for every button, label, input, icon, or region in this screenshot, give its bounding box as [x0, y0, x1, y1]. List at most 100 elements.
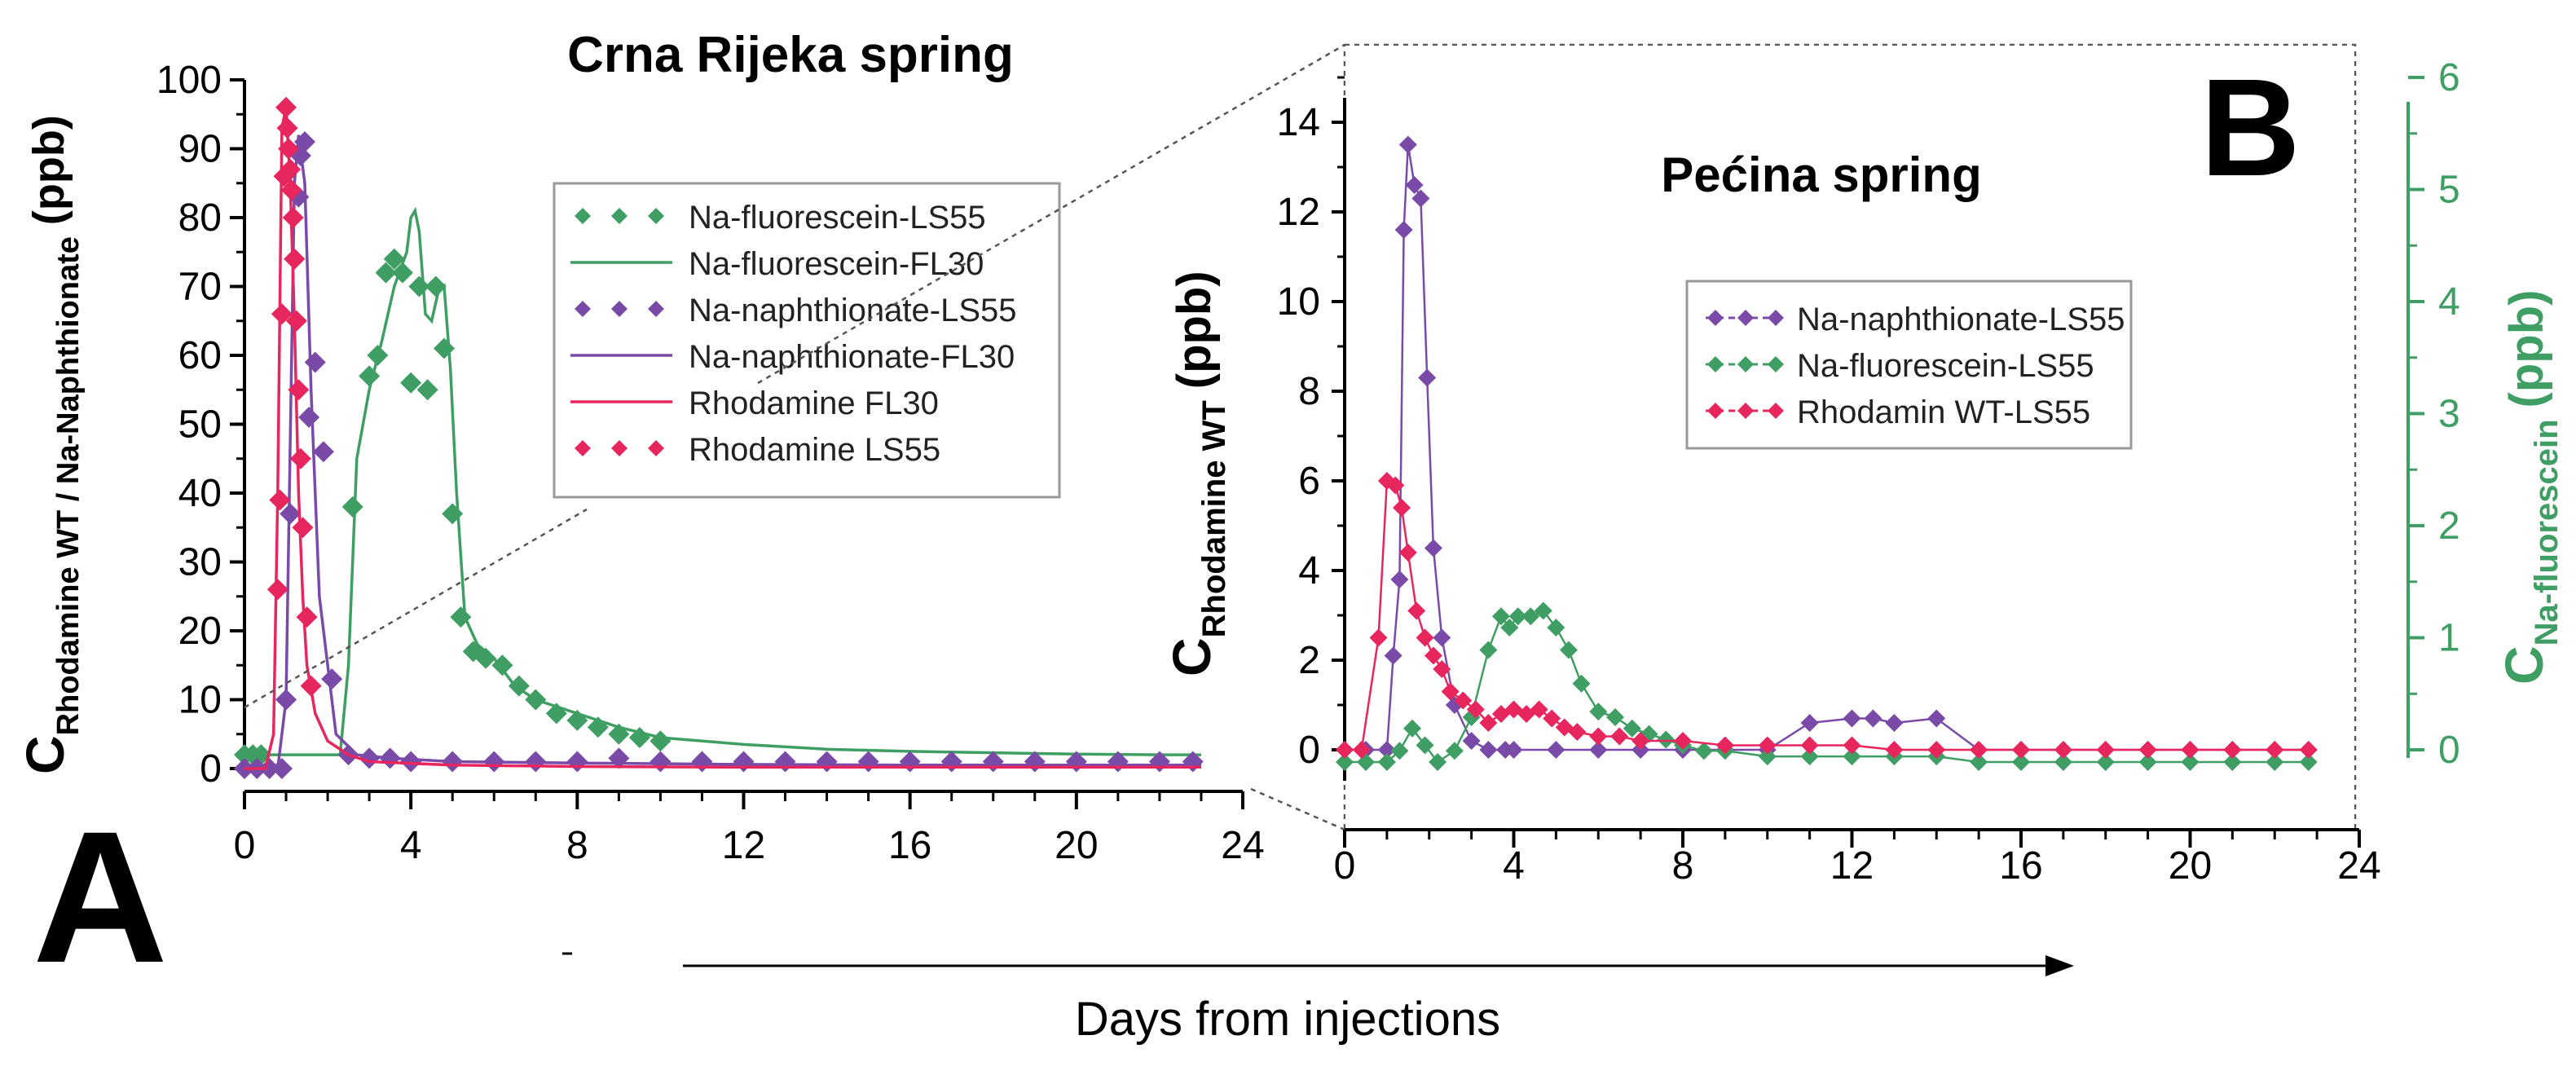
panel-a-point-rhodamine-ls55: [284, 248, 306, 270]
time-arrow-head: [2045, 955, 2074, 976]
panel-a-point-na-naphthionate-ls55: [566, 751, 588, 773]
panel-a-point-na-naphthionate-ls55: [608, 747, 630, 769]
panel-b-legend-marker: [1768, 403, 1784, 419]
panel-a-point-rhodamine-ls55: [288, 379, 310, 401]
panel-a-point-rhodamine-ls55: [292, 517, 314, 539]
panel-b-point-na-fluorescein-ls55: [1800, 747, 1819, 766]
panel-a-point-rhodamine-ls55: [266, 579, 288, 601]
panel-b-point-na-fluorescein-ls55: [1521, 607, 1540, 626]
panel-b-legend-label: Na-fluorescein-LS55: [1797, 348, 2094, 384]
panel-b-point-na-naphthionate-ls55: [1462, 732, 1481, 750]
panel-a-legend-label: Na-naphthionate-FL30: [689, 339, 1015, 375]
panel-a-letter: A: [33, 792, 168, 1002]
panel-a-legend-label: Na-naphthionate-LS55: [689, 293, 1017, 328]
panel-a-point-na-naphthionate-ls55: [359, 747, 381, 769]
panel-a-point-na-naphthionate-ls55: [304, 351, 326, 373]
panel-b-legend-marker: [1737, 356, 1754, 372]
panel-b-ylabel-right: CNa-fluorescein (ppb): [2494, 290, 2565, 685]
panel-a-y-tick-label: 90: [178, 128, 222, 171]
panel-b-right-tick-label: 2: [2438, 504, 2460, 548]
panel-b-ylabel-right-sub: Na-fluorescein: [2529, 419, 2565, 645]
panel-b-point-rhodamin-wt-ls55: [2266, 741, 2284, 759]
panel-a-point-rhodamine-ls55: [282, 207, 304, 228]
panel-a-title: Crna Rijeka spring: [567, 27, 1014, 83]
panel-b-point-rhodamin-wt-ls55: [1543, 709, 1561, 728]
panel-b-point-rhodamin-wt-ls55: [1407, 601, 1426, 620]
panel-a-point-na-naphthionate-ls55: [312, 441, 334, 463]
panel-b-point-na-fluorescein-ls55: [1403, 719, 1421, 738]
panel-a-legend: Na-fluorescein-LS55 Na-fluorescein-FL30 Na…: [553, 182, 1061, 499]
panel-b-point-rhodamin-wt-ls55: [1885, 741, 1904, 759]
panel-b-point-na-fluorescein-ls55: [1758, 747, 1777, 766]
panel-b-point-na-fluorescein-ls55: [2266, 753, 2284, 771]
panel-b-ylabel: CRhodamine WT (ppb): [1161, 271, 1232, 676]
panel-b-point-rhodamin-wt-ls55: [1352, 741, 1371, 759]
panel-b-point-rhodamin-wt-ls55: [1843, 736, 1861, 755]
panel-b-ylabel-right-main: C: [2494, 645, 2554, 685]
panel-a-point-rhodamine-ls55: [285, 310, 307, 332]
panel-b-legend-marker: [1737, 403, 1754, 419]
panel-a-legend-marker: [611, 208, 627, 224]
panel-b-point-rhodamin-wt-ls55: [1386, 476, 1405, 495]
panel-b-point-na-fluorescein-ls55: [1534, 601, 1552, 620]
panel-b-point-na-naphthionate-ls55: [1390, 571, 1409, 588]
panel-b-point-na-naphthionate-ls55: [1424, 539, 1442, 557]
panel-b-point-na-fluorescein-ls55: [2223, 753, 2242, 771]
panel-b-point-na-naphthionate-ls55: [1433, 628, 1451, 647]
svg-text:CRhodamine WT(ppb): CRhodamine WT (ppb): [1161, 271, 1232, 676]
panel-b-point-na-naphthionate-ls55: [1418, 368, 1437, 387]
panel-b-right-tick-label: 1: [2438, 617, 2460, 660]
panel-a-point-na-fluorescein-ls55: [628, 726, 650, 748]
panel-b-x-tick-label: 20: [2169, 844, 2212, 888]
panel-b-point-rhodamin-wt-ls55: [1715, 736, 1734, 755]
panel-a-x-tick-label: 0: [234, 824, 256, 867]
panel-b-y-tick-label: 14: [1277, 101, 1320, 144]
panel-a-point-na-naphthionate-ls55: [379, 747, 401, 769]
panel-b-point-na-naphthionate-ls55: [1411, 189, 1430, 208]
panel-b-right-tick-label: 3: [2438, 393, 2460, 436]
panel-a-point-rhodamine-ls55: [275, 96, 297, 118]
panel-a-legend-marker: [575, 301, 591, 317]
panel-b-y-tick-label: 10: [1277, 280, 1320, 324]
panel-b-point-na-naphthionate-ls55: [1589, 741, 1608, 759]
panel-b-right-tick-label: 0: [2438, 729, 2460, 772]
panel-a-point-na-naphthionate-ls55: [940, 751, 962, 773]
panel-a-point-rhodamine-ls55: [280, 158, 302, 180]
panel-b-legend: Na-naphthionate-LS55 Na-fluorescein-LS55 R…: [1685, 280, 2133, 450]
panel-b-point-na-fluorescein-ls55: [1606, 708, 1624, 726]
panel-a-legend-box: [553, 182, 1061, 499]
panel-b-point-na-naphthionate-ls55: [1504, 741, 1523, 759]
panel-a-line-na-naphthionate-fl30: [244, 134, 1201, 770]
panel-a-point-na-fluorescein-ls55: [416, 379, 438, 401]
panel-b-right-tick-label: 5: [2438, 169, 2460, 212]
panel-a-point-rhodamine-ls55: [271, 303, 293, 325]
panel-b-title: Pećina spring: [1661, 148, 1981, 202]
panel-a-line-na-fluorescein-fl30: [244, 206, 1201, 756]
panel-b-point-na-fluorescein-ls55: [1623, 719, 1641, 738]
panel-b-point-rhodamin-wt-ls55: [1800, 736, 1819, 755]
panel-a-x-tick-label: 16: [888, 824, 931, 867]
panel-b-legend-marker: [1768, 356, 1784, 372]
panel-a-point-na-naphthionate-ls55: [816, 751, 838, 773]
panel-a-x-tick-label: 12: [722, 824, 765, 867]
panel-b-point-na-naphthionate-ls55: [1864, 709, 1882, 728]
panel-b-y-tick-label: 4: [1298, 549, 1320, 593]
panel-a-point-na-fluorescein-ls55: [367, 345, 389, 366]
panel-a-axes: 0 10 20 30 40 50 60 70 80 90 100 0 4 8 12 16 20 24: [156, 59, 1265, 867]
panel-b-point-na-naphthionate-ls55: [1384, 646, 1402, 665]
panel-b-point-rhodamin-wt-ls55: [1369, 628, 1388, 647]
panel-a-point-na-naphthionate-ls55: [321, 668, 343, 690]
panel-a-x-tick-label: 4: [400, 824, 422, 867]
panel-b-line-na-fluorescein-ls55: [1345, 609, 2309, 764]
panel-b-point-na-fluorescein-ls55: [1390, 742, 1409, 760]
panel-b-y-tick-label: 12: [1277, 191, 1320, 234]
panel-a-point-na-fluorescein-ls55: [341, 496, 363, 518]
panel-a-point-na-fluorescein-ls55: [434, 337, 455, 359]
panel-b-point-rhodamin-wt-ls55: [1927, 741, 1946, 759]
panel-b-point-rhodamin-wt-ls55: [1758, 736, 1777, 755]
panel-a-point-na-naphthionate-ls55: [280, 503, 302, 525]
panel-b-point-rhodamin-wt-ls55: [1454, 691, 1473, 710]
panel-a-point-na-fluorescein-ls55: [391, 262, 413, 284]
panel-a-point-rhodamine-ls55: [276, 117, 298, 139]
